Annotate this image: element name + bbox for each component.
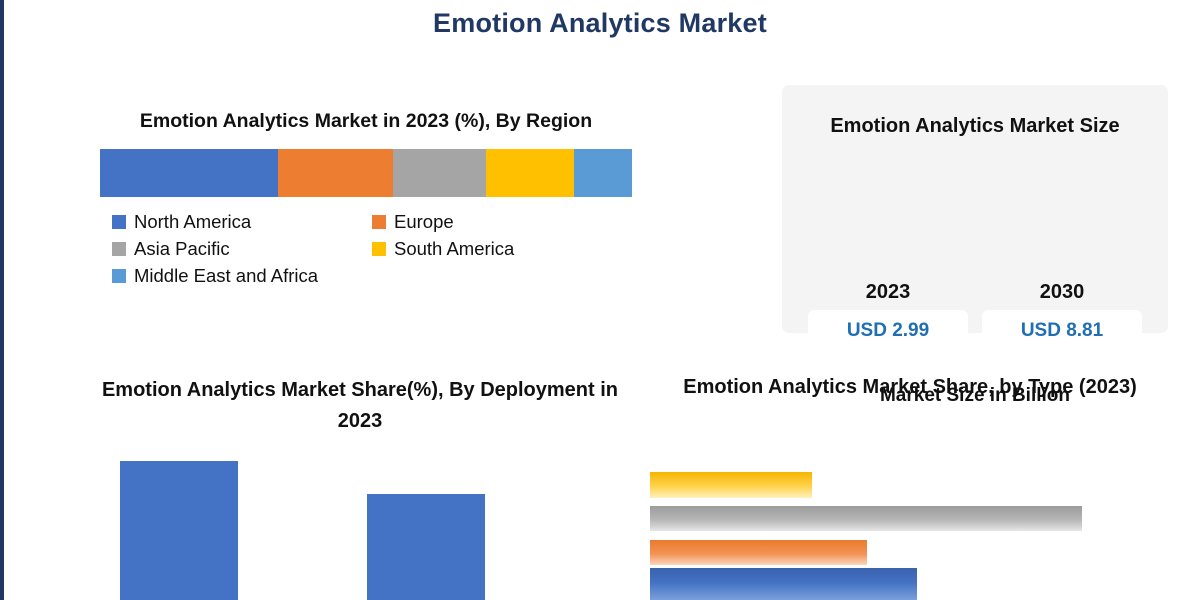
legend-label: Asia Pacific [134,238,230,259]
legend-swatch-icon [112,269,126,283]
market-size-value-row: USD 2.99 USD 8.81 [808,310,1142,351]
legend-label: South America [394,238,515,259]
type-bar-3 [650,506,1082,531]
left-accent-rule [0,0,4,600]
legend-label: Middle East and Africa [134,265,319,286]
page-title: Emotion Analytics Market [433,8,767,38]
faint-artifact-row [200,296,620,316]
deployment-plot-area [100,461,620,600]
market-size-year-2030: 2030 [1039,281,1085,303]
market-size-value-2023: USD 2.99 [808,310,968,351]
deployment-bar-1 [120,461,238,600]
region-segment-asia-pacific [393,149,486,197]
market-size-card: Emotion Analytics Market Size 2023 2030 … [782,85,1168,406]
market-size-value-2030: USD 8.81 [982,310,1142,351]
market-size-year-row: 2023 2030 [808,281,1142,304]
region-segment-north-america [100,149,279,197]
market-size-title: Emotion Analytics Market Size [830,115,1120,137]
legend-swatch-icon [372,242,386,256]
region-legend: North America Europe Asia Pacific South … [112,212,632,293]
legend-item-south-america: South America [372,239,632,266]
region-chart-title: Emotion Analytics Market in 2023 (%), By… [139,110,593,132]
type-chart-title: Emotion Analytics Market Share, by Type … [683,376,1137,398]
legend-label: North America [134,211,252,232]
legend-swatch-icon [112,242,126,256]
legend-item-europe: Europe [372,212,632,239]
market-size-year-2023: 2023 [865,281,911,303]
region-segment-south-america [485,149,574,197]
deployment-bar-2 [367,494,485,600]
type-bar-2 [650,540,867,565]
legend-swatch-icon [112,215,126,229]
type-bar-1 [650,568,917,600]
legend-swatch-icon [372,215,386,229]
legend-label: Europe [394,211,454,232]
legend-item-middle-east-africa: Middle East and Africa [112,266,372,293]
region-segment-middle-east-africa [573,149,632,197]
deployment-chart-title: Emotion Analytics Market Share(%), By De… [101,379,619,432]
region-segment-europe [278,149,394,197]
type-bar-4 [650,472,812,498]
market-size-unit-label: Market Size in Billion [879,385,1071,406]
type-plot-area [650,446,1195,600]
region-stacked-bar [100,149,632,197]
legend-item-asia-pacific: Asia Pacific [112,239,372,266]
legend-item-north-america: North America [112,212,372,239]
